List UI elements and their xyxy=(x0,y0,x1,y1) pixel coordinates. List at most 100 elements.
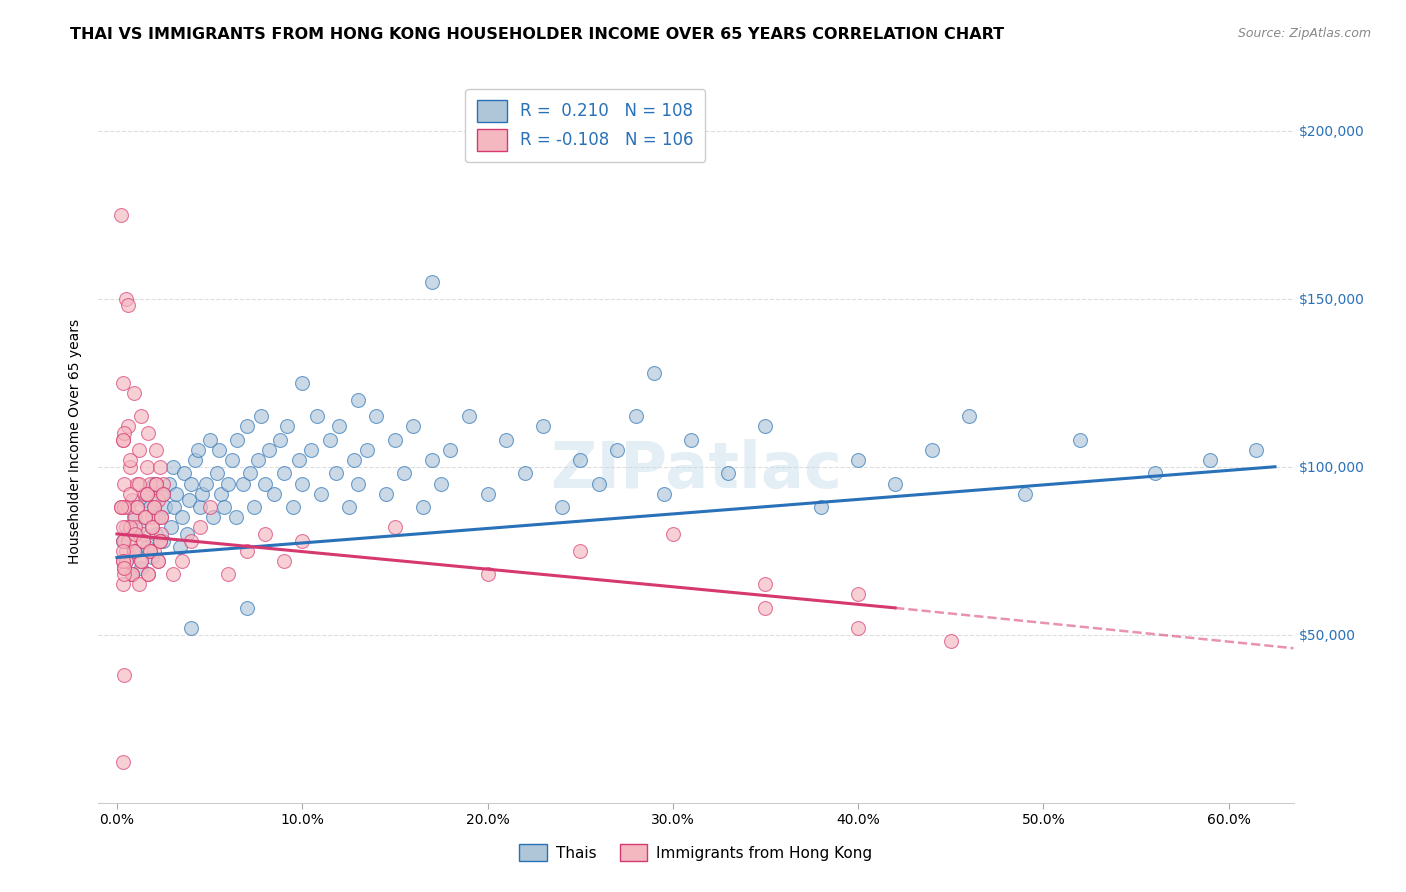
Point xyxy=(129,560,152,574)
Point xyxy=(588,476,610,491)
Point xyxy=(129,554,152,568)
Point xyxy=(112,500,135,514)
Point xyxy=(112,560,135,574)
Point xyxy=(135,541,157,555)
Point xyxy=(402,419,425,434)
Point xyxy=(188,520,211,534)
Point xyxy=(374,486,396,500)
Point xyxy=(356,442,378,457)
Point xyxy=(135,486,157,500)
Point xyxy=(115,292,138,306)
Point xyxy=(232,476,254,491)
Point xyxy=(392,467,415,481)
Point xyxy=(145,442,167,457)
Point xyxy=(110,500,132,514)
Point xyxy=(153,500,176,514)
Point xyxy=(495,433,517,447)
Point xyxy=(128,577,150,591)
Point xyxy=(477,486,499,500)
Point xyxy=(291,376,314,390)
Point xyxy=(115,554,138,568)
Point xyxy=(957,409,980,424)
Point xyxy=(269,433,291,447)
Point xyxy=(513,467,536,481)
Point xyxy=(384,520,406,534)
Text: ZIPatlас: ZIPatlас xyxy=(550,440,842,501)
Point xyxy=(458,409,481,424)
Point xyxy=(141,510,163,524)
Point xyxy=(384,433,406,447)
Point xyxy=(846,453,869,467)
Point xyxy=(343,453,366,467)
Point xyxy=(143,543,166,558)
Point xyxy=(170,510,193,524)
Point xyxy=(257,442,280,457)
Point xyxy=(138,567,160,582)
Point xyxy=(117,500,139,514)
Point xyxy=(115,520,138,534)
Point xyxy=(221,453,243,467)
Point xyxy=(163,500,186,514)
Point xyxy=(884,476,907,491)
Point xyxy=(209,486,232,500)
Point xyxy=(309,486,332,500)
Point xyxy=(569,453,592,467)
Point xyxy=(346,392,368,407)
Point xyxy=(145,476,167,491)
Point xyxy=(235,600,257,615)
Point xyxy=(569,543,592,558)
Point xyxy=(263,486,285,500)
Point xyxy=(152,486,174,500)
Point xyxy=(1246,442,1268,457)
Point xyxy=(112,426,135,441)
Point xyxy=(810,500,832,514)
Point xyxy=(287,453,309,467)
Point xyxy=(179,493,201,508)
Point xyxy=(139,500,162,514)
Point xyxy=(307,409,329,424)
Point xyxy=(124,527,146,541)
Point xyxy=(846,621,869,635)
Point xyxy=(180,621,202,635)
Point xyxy=(477,567,499,582)
Point xyxy=(148,533,170,548)
Point xyxy=(243,500,266,514)
Y-axis label: Householder Income Over 65 years: Householder Income Over 65 years xyxy=(69,319,83,564)
Point xyxy=(208,442,231,457)
Point xyxy=(420,453,443,467)
Point xyxy=(921,442,943,457)
Point xyxy=(111,533,134,548)
Point xyxy=(122,510,145,524)
Point xyxy=(173,467,195,481)
Point xyxy=(214,500,236,514)
Point xyxy=(273,554,295,568)
Point xyxy=(150,486,173,500)
Point xyxy=(148,459,170,474)
Point xyxy=(531,419,554,434)
Point xyxy=(291,476,314,491)
Point xyxy=(143,500,166,514)
Text: THAI VS IMMIGRANTS FROM HONG KONG HOUSEHOLDER INCOME OVER 65 YEARS CORRELATION C: THAI VS IMMIGRANTS FROM HONG KONG HOUSEH… xyxy=(70,27,1004,42)
Point xyxy=(111,577,134,591)
Point xyxy=(846,587,869,601)
Point xyxy=(643,366,665,380)
Point xyxy=(112,476,135,491)
Point xyxy=(652,486,675,500)
Point xyxy=(134,486,156,500)
Point xyxy=(291,533,314,548)
Point xyxy=(152,533,174,548)
Point xyxy=(117,298,139,312)
Point xyxy=(139,476,162,491)
Point xyxy=(162,567,184,582)
Point xyxy=(662,527,685,541)
Point xyxy=(188,500,211,514)
Point xyxy=(550,500,572,514)
Point xyxy=(606,442,628,457)
Point xyxy=(115,543,138,558)
Point xyxy=(122,385,145,400)
Point xyxy=(235,543,257,558)
Point xyxy=(127,500,149,514)
Text: Source: ZipAtlas.com: Source: ZipAtlas.com xyxy=(1237,27,1371,40)
Point xyxy=(225,510,247,524)
Point xyxy=(121,567,143,582)
